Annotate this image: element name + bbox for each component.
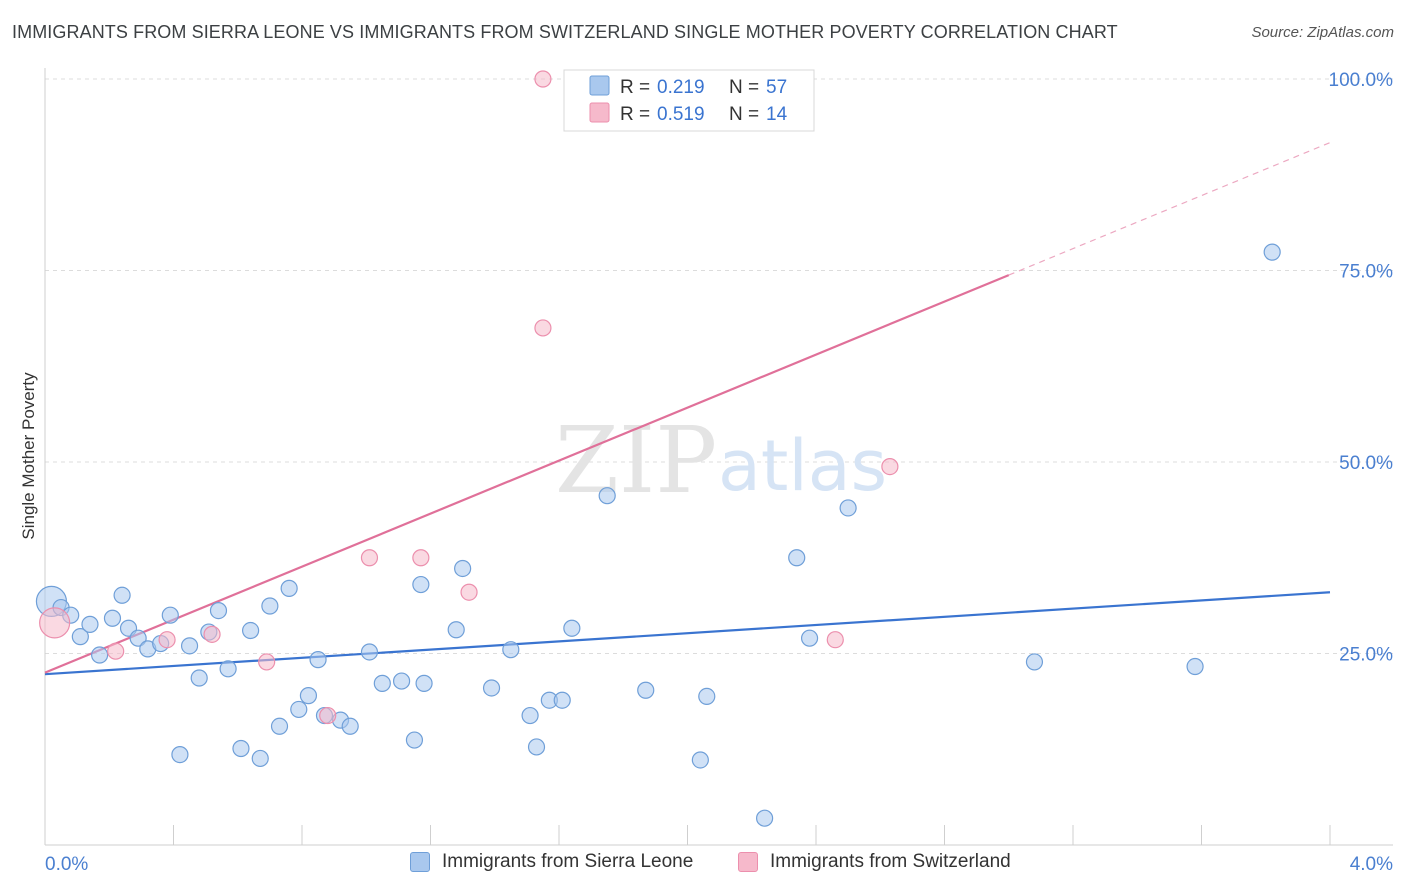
point-blue-31 xyxy=(360,643,379,661)
point-blue-45 xyxy=(563,619,581,637)
point-blue-24 xyxy=(280,579,298,597)
point-pink-6 xyxy=(360,549,379,567)
point-blue-41 xyxy=(521,706,539,725)
points-layer xyxy=(35,70,1281,827)
point-pink-0 xyxy=(39,607,71,639)
point-pink-3 xyxy=(203,625,221,643)
point-blue-56 xyxy=(1263,243,1281,261)
legend-item-sierra-leone[interactable]: Immigrants from Sierra Leone xyxy=(410,851,693,873)
point-blue-15 xyxy=(190,669,208,687)
point-pink-7 xyxy=(412,549,430,567)
legend-label-sierra-leone: Immigrants from Sierra Leone xyxy=(442,851,694,872)
point-pink-8 xyxy=(460,583,478,601)
y-tick-label-75: 75.0% xyxy=(1339,262,1393,283)
point-blue-54 xyxy=(1025,653,1044,671)
point-blue-48 xyxy=(691,751,709,769)
point-blue-52 xyxy=(800,629,819,647)
watermark-zip: ZIP xyxy=(555,407,717,514)
trendline-extension-pink xyxy=(1008,142,1331,276)
point-blue-50 xyxy=(755,809,774,827)
point-blue-25 xyxy=(290,700,308,719)
point-pink-2 xyxy=(158,631,176,649)
point-blue-37 xyxy=(447,621,465,639)
legend-top: R = 0.219 N = 57 R = 0.519 N = 14 xyxy=(563,69,815,132)
point-blue-3 xyxy=(71,628,89,646)
point-blue-32 xyxy=(373,674,391,692)
legend-n-value-pink: 14 xyxy=(766,104,788,125)
point-blue-4 xyxy=(81,615,99,633)
point-pink-4 xyxy=(258,653,276,671)
point-blue-6 xyxy=(103,609,122,627)
point-blue-18 xyxy=(219,660,237,678)
legend-label-switzerland: Immigrants from Switzerland xyxy=(770,851,1011,872)
grid-layer xyxy=(45,78,1393,654)
point-blue-53 xyxy=(839,499,857,517)
trendline-pink xyxy=(44,274,1010,674)
point-blue-5 xyxy=(91,646,109,664)
axis-layer xyxy=(44,68,1393,846)
point-blue-26 xyxy=(299,687,318,705)
x-tick-label-max: 4.0% xyxy=(1350,854,1393,875)
legend-r-value-blue: 0.219 xyxy=(657,77,705,98)
point-blue-46 xyxy=(598,487,616,505)
legend-swatch-switzerland xyxy=(738,852,758,872)
point-blue-40 xyxy=(502,641,520,659)
point-blue-44 xyxy=(553,691,571,709)
legend-r-label-blue: R = xyxy=(620,77,650,98)
legend-swatch-blue xyxy=(589,75,610,96)
point-blue-49 xyxy=(698,687,716,705)
point-blue-23 xyxy=(270,717,289,735)
legend-n-value-blue: 57 xyxy=(766,77,787,98)
y-tick-label-50: 50.0% xyxy=(1339,453,1393,474)
point-pink-11 xyxy=(826,631,844,649)
legend-n-label-pink: N = xyxy=(729,104,759,125)
point-blue-7 xyxy=(113,586,131,604)
legend-bottom: Immigrants from Sierra Leone Immigrants … xyxy=(0,851,1406,879)
point-blue-33 xyxy=(392,672,411,690)
point-blue-55 xyxy=(1186,657,1204,676)
trend-layer xyxy=(44,142,1331,676)
legend-n-label-blue: N = xyxy=(729,77,759,98)
legend-swatch-pink xyxy=(589,102,610,123)
point-pink-5 xyxy=(319,706,337,725)
point-blue-38 xyxy=(454,559,472,578)
legend-r-value-pink: 0.519 xyxy=(657,104,705,125)
legend-r-label-pink: R = xyxy=(620,104,650,125)
point-blue-20 xyxy=(242,621,260,640)
source-note: Source: ZipAtlas.com xyxy=(1251,24,1394,41)
legend-item-switzerland[interactable]: Immigrants from Switzerland xyxy=(738,851,1011,873)
point-blue-36 xyxy=(415,674,433,692)
point-blue-13 xyxy=(171,746,189,764)
point-pink-12 xyxy=(881,457,899,476)
point-pink-1 xyxy=(107,642,125,660)
point-blue-19 xyxy=(232,739,250,758)
watermark: ZIP atlas xyxy=(555,407,887,514)
point-pink-9 xyxy=(534,319,552,337)
point-blue-22 xyxy=(261,597,279,615)
chart-title: IMMIGRANTS FROM SIERRA LEONE VS IMMIGRAN… xyxy=(12,22,1118,42)
point-blue-39 xyxy=(482,679,501,697)
y-tick-label-100: 100.0% xyxy=(1329,70,1394,91)
point-blue-17 xyxy=(209,602,228,620)
point-blue-21 xyxy=(251,749,269,768)
point-blue-42 xyxy=(527,738,546,756)
x-tick-label-min: 0.0% xyxy=(45,854,88,875)
point-blue-30 xyxy=(341,717,359,735)
label-layer: 25.0% 50.0% 75.0% 100.0% 0.0% 4.0% xyxy=(45,70,1393,875)
point-blue-9 xyxy=(129,629,147,647)
point-blue-51 xyxy=(788,549,806,567)
point-blue-14 xyxy=(180,637,199,655)
trendline-blue xyxy=(44,591,1331,676)
y-axis-label: Single Mother Poverty xyxy=(19,372,38,540)
watermark-atlas: atlas xyxy=(718,425,887,507)
point-blue-27 xyxy=(309,651,327,669)
point-blue-47 xyxy=(637,681,655,699)
y-tick-label-25: 25.0% xyxy=(1339,645,1393,666)
point-blue-12 xyxy=(161,606,179,624)
point-blue-34 xyxy=(405,731,424,749)
point-pink-10 xyxy=(534,70,552,88)
legend-swatch-sierra-leone xyxy=(410,852,430,872)
point-blue-35 xyxy=(412,575,430,594)
